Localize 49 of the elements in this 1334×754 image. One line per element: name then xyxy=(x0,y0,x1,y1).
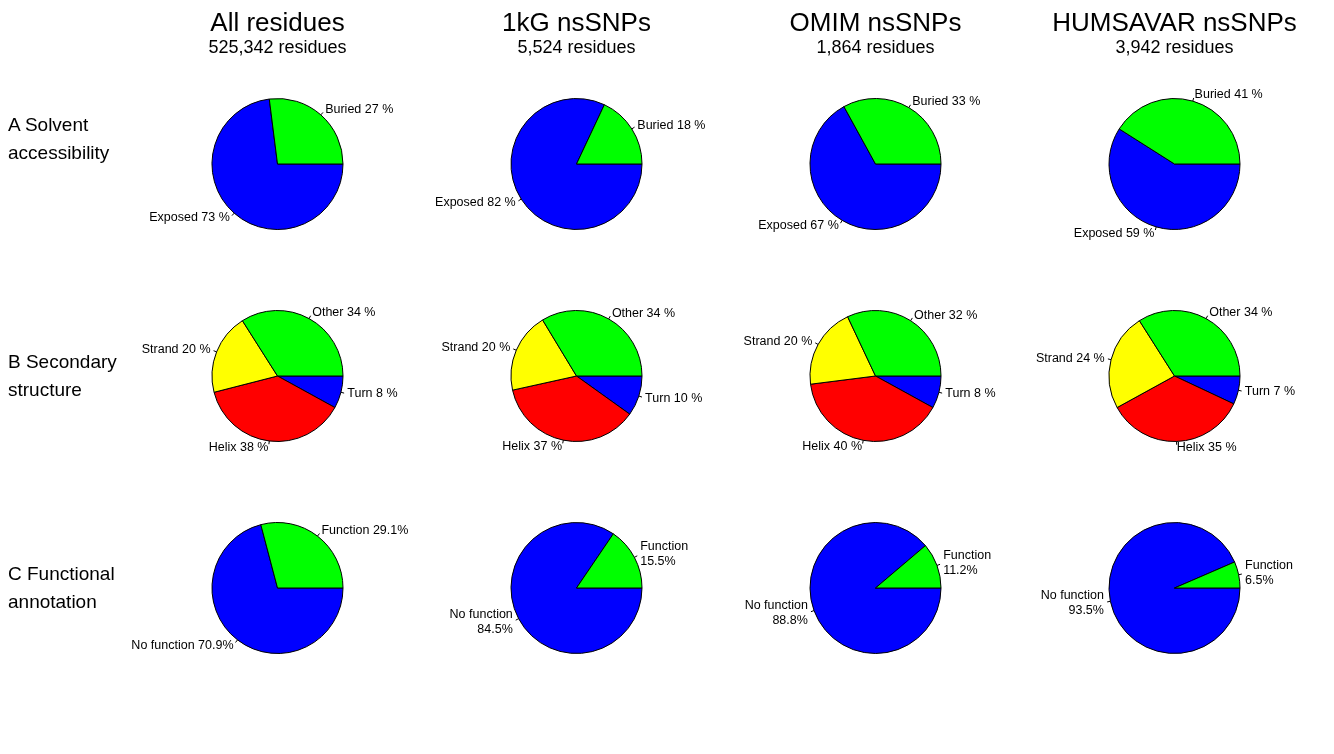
slice-label: Buried 41 % xyxy=(1194,87,1263,102)
slice-label: Other 34 % xyxy=(1209,305,1273,320)
text: C Functional annotation xyxy=(8,562,116,614)
slice-label: Helix 38 % xyxy=(208,439,269,454)
chart-title: All residues xyxy=(210,7,345,37)
slice-label: Exposed 82 % xyxy=(435,195,516,210)
slice-label: Helix 37 % xyxy=(502,439,563,454)
chart-subtitle: 1,864 residues xyxy=(816,36,935,58)
slice-label: No function xyxy=(1040,587,1104,602)
data-label: 11.2% xyxy=(943,563,978,578)
slice-label: Exposed 67 % xyxy=(758,218,839,233)
chart-subtitle: 525,342 residues xyxy=(208,36,347,58)
data-label: 6.5% xyxy=(1245,573,1274,588)
slice-label: Buried 18 % xyxy=(637,117,706,132)
data-label: 15.5% xyxy=(640,554,676,569)
slice-label: Exposed 59 % xyxy=(1073,225,1155,240)
slice-label: Turn 7 % xyxy=(1244,384,1296,399)
slice-label: No function xyxy=(744,597,808,612)
data-label: 88.8% xyxy=(772,612,808,627)
chart-subtitle: 3,942 residues xyxy=(1115,36,1234,58)
slice-label: Exposed 73 % xyxy=(149,210,230,225)
slice-label: Buried 33 % xyxy=(912,94,981,109)
data-label: 93.5% xyxy=(1068,602,1104,617)
chart-title: OMIM nsSNPs xyxy=(789,7,962,37)
slice-label: Turn 8 % xyxy=(347,386,398,401)
slice-label: Buried 27 % xyxy=(325,102,394,117)
slice-label: Turn 8 % xyxy=(945,386,996,401)
slice-label: Other 32 % xyxy=(914,307,978,322)
chart-title: HUMSAVAR nsSNPs xyxy=(1052,7,1297,37)
slice-label: Function xyxy=(640,539,689,554)
slice-label: Function xyxy=(943,548,992,563)
slice-label: Function 29.1% xyxy=(321,523,409,538)
chart-title: 1kG nsSNPs xyxy=(502,7,651,37)
slice-label: Strand 20 % xyxy=(441,340,511,355)
slice-label: Helix 40 % xyxy=(802,439,862,454)
slice-label: Strand 20 % xyxy=(743,333,813,348)
slice-label: Helix 35 % xyxy=(1176,440,1237,455)
text: A Solvent accessibility xyxy=(8,113,111,165)
data-label: 84.5% xyxy=(477,621,513,636)
slice-label: Strand 24 % xyxy=(1035,350,1105,365)
text: B Secondary structure xyxy=(8,350,118,402)
slice-label: Turn 10 % xyxy=(645,390,703,405)
slice-label: Other 34 % xyxy=(312,305,376,320)
slice-label: No function xyxy=(449,606,513,621)
chart-subtitle: 5,524 residues xyxy=(517,36,636,58)
slice-label: Other 34 % xyxy=(611,305,676,320)
slice-label: No function 70.9% xyxy=(131,637,234,652)
slice-label: Strand 20 % xyxy=(141,341,211,356)
slice-label: Function xyxy=(1245,558,1294,573)
